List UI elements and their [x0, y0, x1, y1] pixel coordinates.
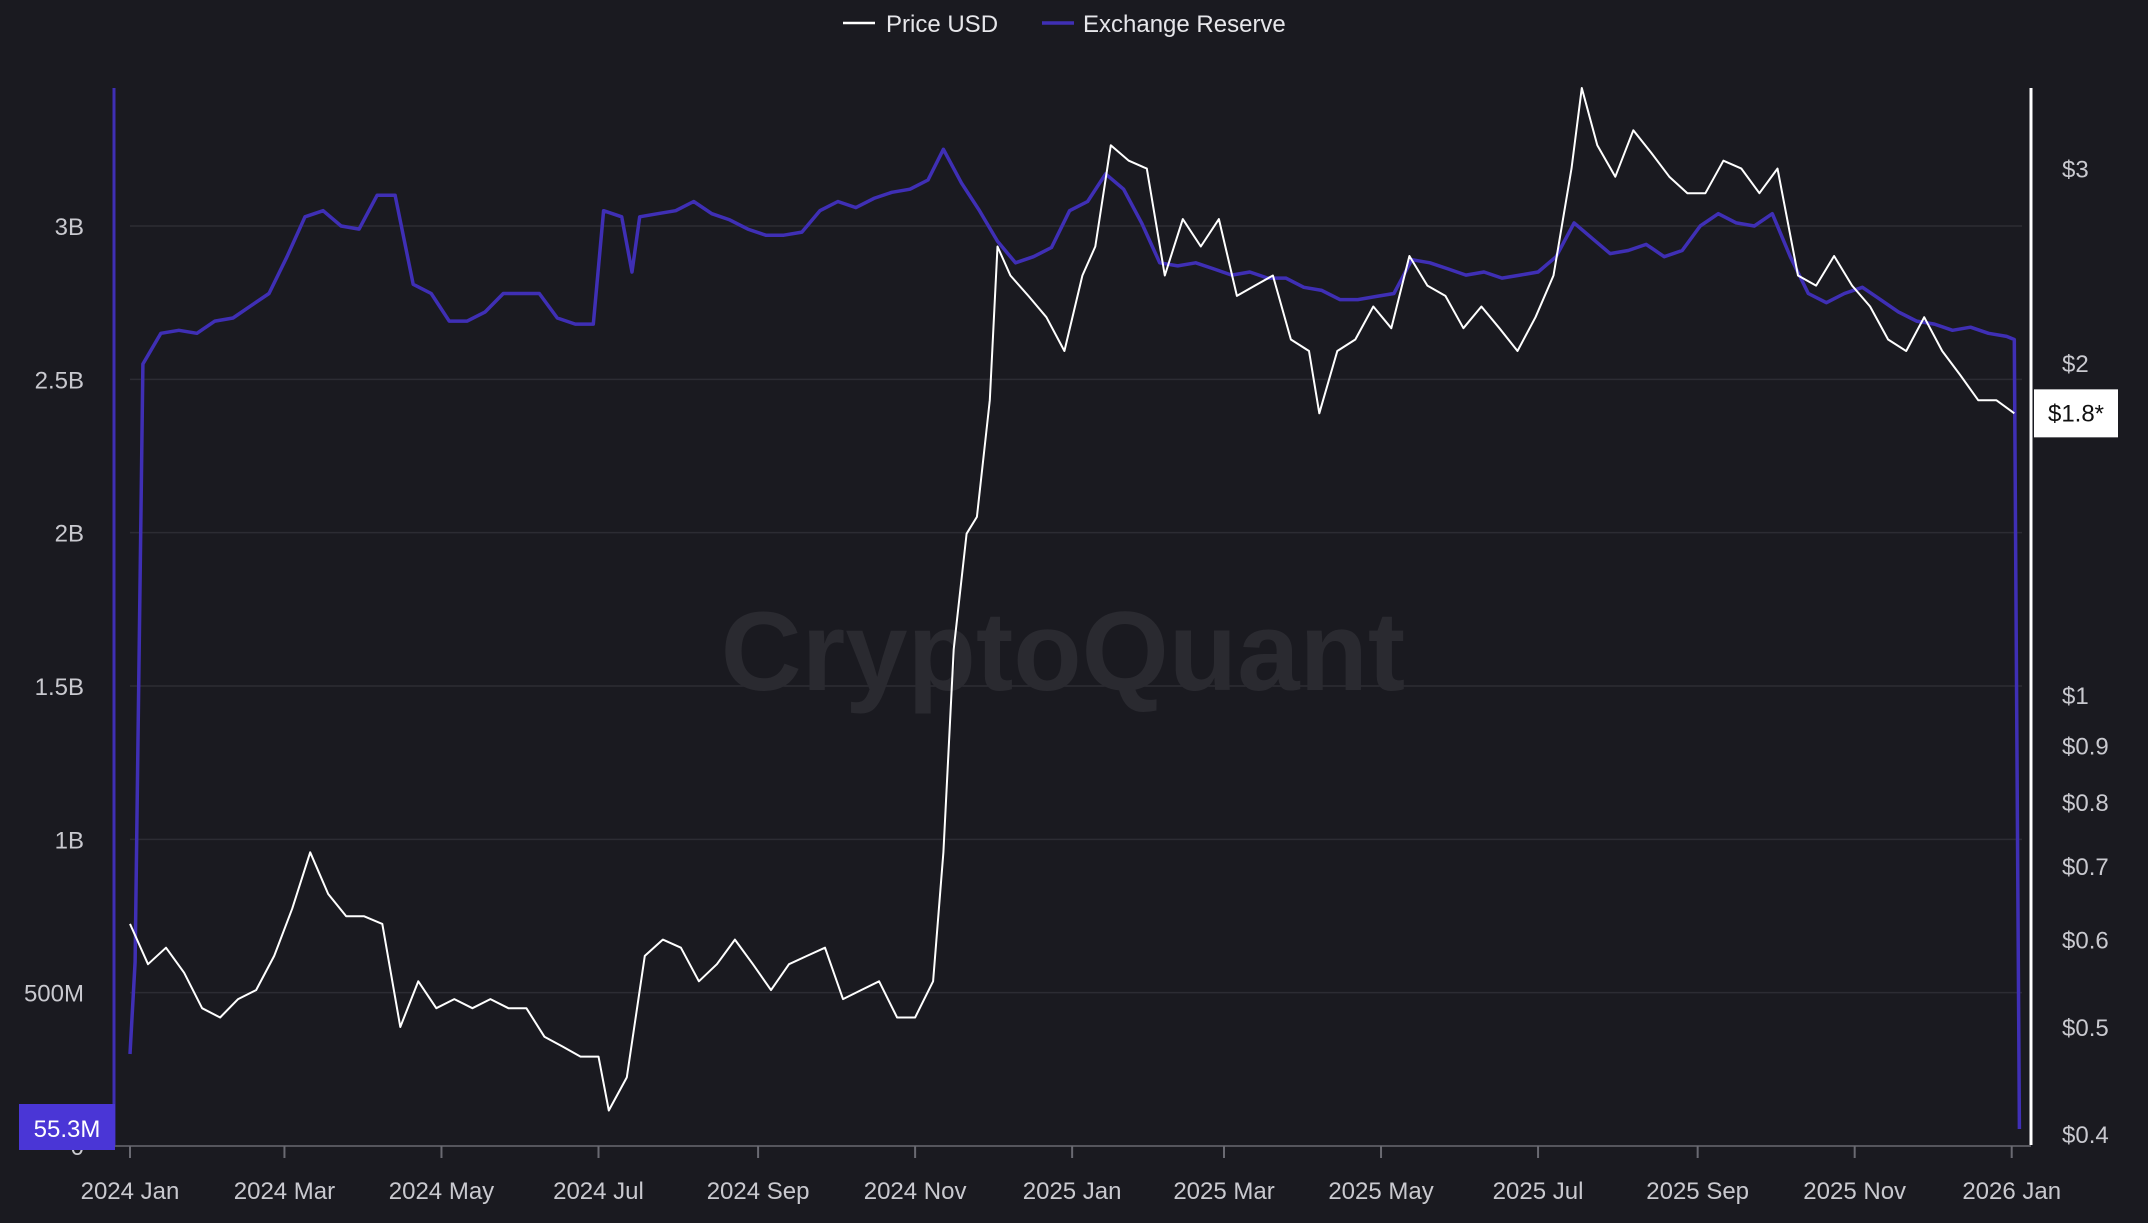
x-axis: 2024 Jan 2024 Mar 2024 May 2024 Jul 2024 Sep…: [81, 1146, 2061, 1205]
legend-entry-price[interactable]: Price USD: [843, 11, 998, 38]
left-last-value-badge: 55.3M: [19, 1104, 115, 1150]
left-y-tick-label: 1.5B: [35, 674, 84, 701]
right-y-tick-label: $0.5: [2062, 1015, 2109, 1042]
gridlines: [130, 225, 2022, 994]
legend-label-reserve: Exchange Reserve: [1083, 11, 1286, 38]
x-tick-label: 2025 Mar: [1173, 1178, 1274, 1205]
x-tick-label: 2025 May: [1328, 1178, 1433, 1205]
x-tick-label: 2025 Jul: [1493, 1178, 1584, 1205]
x-tick-label: 2024 Nov: [864, 1178, 967, 1205]
right-y-tick-label: $3: [2062, 157, 2089, 184]
right-last-value-box: [2034, 389, 2118, 438]
left-last-value-label: 55.3M: [34, 1116, 101, 1143]
legend[interactable]: Price USD Exchange Reserve: [843, 11, 1286, 38]
series-line-price-usd: [129, 87, 2015, 1112]
x-tick-label: 2024 Jan: [81, 1178, 180, 1205]
right-last-value-label: $1.8*: [2048, 400, 2104, 427]
x-tick-label: 2025 Sep: [1646, 1178, 1749, 1205]
x-tick-label: 2024 Mar: [234, 1178, 335, 1205]
x-tick-label: 2024 May: [389, 1178, 494, 1205]
x-tick-label: 2024 Sep: [707, 1178, 810, 1205]
right-y-tick-label: $0.7: [2062, 854, 2109, 881]
legend-label-price: Price USD: [886, 11, 998, 38]
right-y-tick-label: $0.4: [2062, 1122, 2109, 1149]
right-y-tick-label: $0.9: [2062, 733, 2109, 760]
left-y-tick-label: 2.5B: [35, 367, 84, 394]
legend-entry-reserve[interactable]: Exchange Reserve: [1042, 11, 1286, 38]
x-tick-label: 2026 Jan: [1962, 1178, 2061, 1205]
left-y-tick-label: 3B: [55, 214, 84, 241]
right-y-tick-label: $0.6: [2062, 928, 2109, 955]
watermark-text: CryptoQuant: [721, 589, 1405, 714]
left-y-tick-label: 1B: [55, 827, 84, 854]
left-y-tick-label: 2B: [55, 521, 84, 548]
x-tick-label: 2024 Jul: [553, 1178, 644, 1205]
left-y-tick-label: 500M: [24, 981, 84, 1008]
right-y-axis: $0.4 $0.5 $0.6 $0.7 $0.8 $0.9 $1 $2 $3: [2062, 157, 2109, 1149]
right-last-value-badge: $1.8*: [2034, 389, 2118, 438]
right-y-tick-label: $2: [2062, 351, 2089, 378]
right-y-tick-label: $0.8: [2062, 790, 2109, 817]
left-last-value-box: [19, 1104, 115, 1150]
x-tick-label: 2025 Jan: [1023, 1178, 1122, 1205]
series-line-exchange-reserve: [128, 147, 2022, 1130]
x-tick-label: 2025 Nov: [1803, 1178, 1906, 1205]
right-y-tick-label: $1: [2062, 683, 2089, 710]
